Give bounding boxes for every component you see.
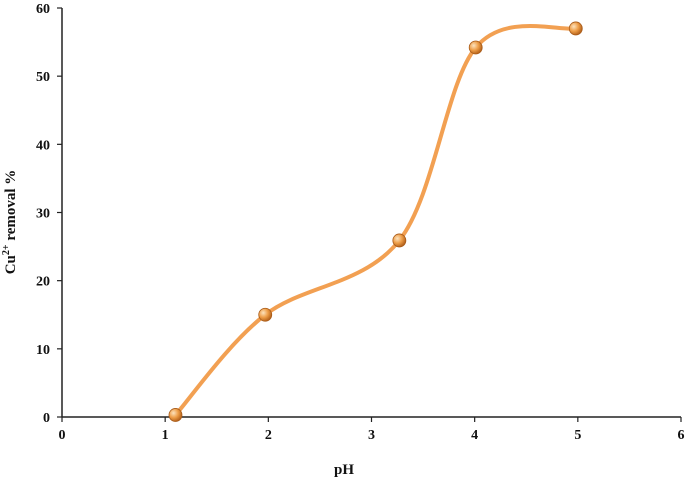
axes: [57, 7, 682, 422]
x-tick-label: 4: [471, 428, 478, 443]
y-tick-label: 50: [36, 70, 50, 85]
data-point: [168, 408, 183, 422]
series-layer: [168, 21, 583, 422]
x-tick-label: 6: [678, 428, 685, 443]
data-point: [468, 40, 483, 55]
data-point: [392, 233, 407, 248]
y-axis-title: Cu2+ removal %: [1, 170, 19, 275]
x-tick-label: 3: [368, 428, 375, 443]
y-axis-title-main: Cu: [3, 255, 19, 274]
data-point: [568, 21, 583, 36]
y-axis-title-sup: 2+: [1, 244, 12, 255]
y-tick-label: 20: [36, 275, 50, 290]
data-point: [258, 307, 273, 322]
x-tick-label: 5: [574, 428, 581, 443]
x-tick-label: 1: [162, 428, 169, 443]
y-tick-label: 0: [43, 411, 50, 426]
x-tick-label: 2: [265, 428, 272, 443]
y-axis-title-rest: removal %: [3, 170, 19, 245]
y-tick-label: 10: [36, 343, 50, 358]
x-tick-label: 0: [59, 428, 66, 443]
y-tick-label: 30: [36, 207, 50, 222]
series-line: [173, 24, 578, 417]
y-tick-label: 60: [36, 2, 50, 17]
y-tick-label: 40: [36, 138, 50, 153]
x-axis-title: pH: [334, 462, 354, 478]
